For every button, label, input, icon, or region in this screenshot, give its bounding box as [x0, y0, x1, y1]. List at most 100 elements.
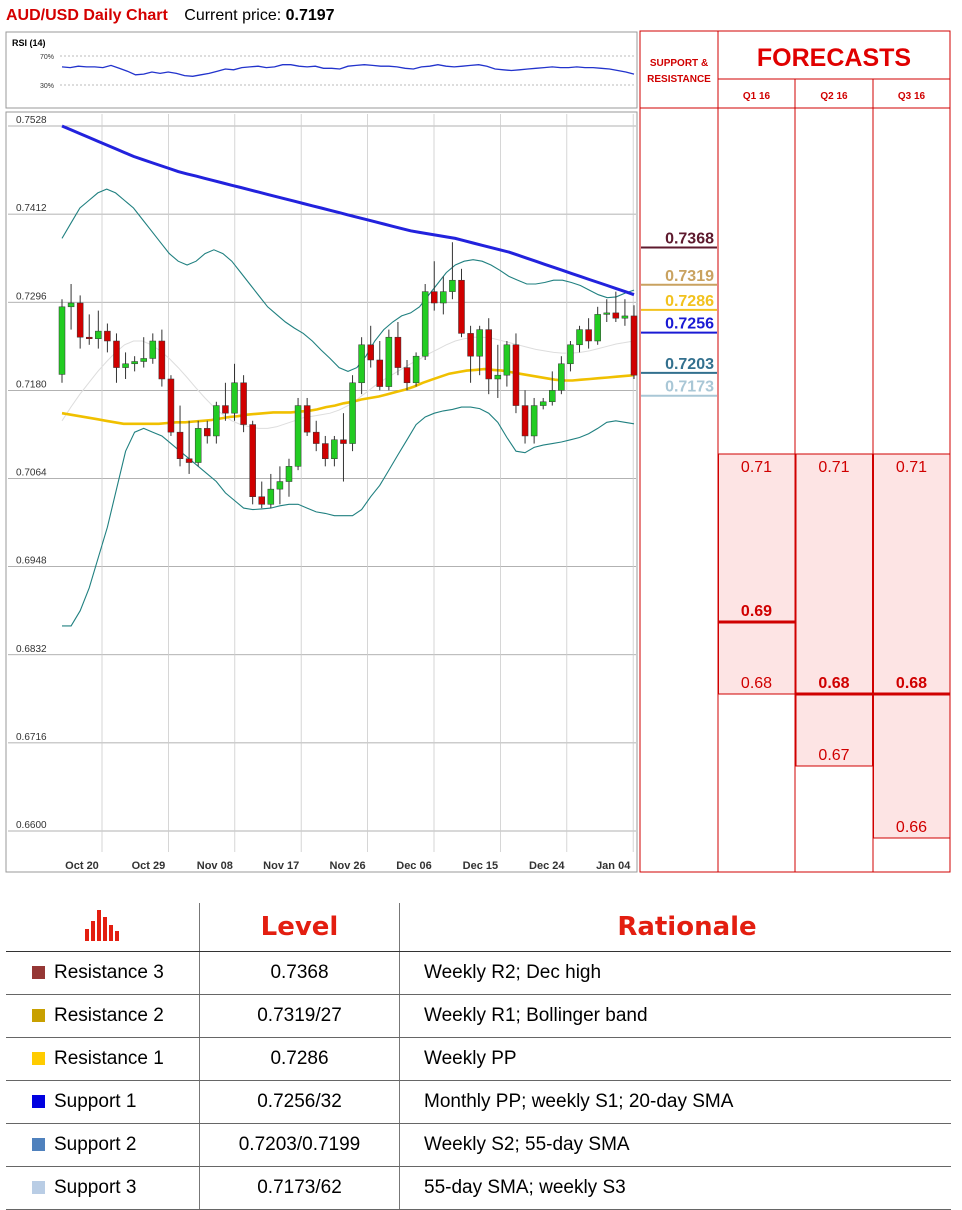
candle-down: [312, 431, 320, 444]
candle-up: [67, 302, 75, 308]
levels-table-row: Support 2 0.7203/0.7199 Weekly S2; 55-day …: [6, 1123, 951, 1167]
candle-up: [58, 306, 66, 375]
candle-down: [240, 382, 247, 425]
candle-up: [549, 390, 556, 403]
y-tick-label: 0.6832: [16, 644, 47, 655]
bollinger-mid-line: [61, 336, 635, 429]
level-value: 0.7286: [199, 1037, 400, 1081]
candle-down: [467, 333, 474, 357]
level-name-text: Resistance 3: [54, 962, 164, 983]
candle-up: [358, 344, 365, 384]
candle-up: [530, 405, 538, 437]
bollinger-lower-line: [62, 406, 635, 627]
level-name-text: Support 2: [54, 1134, 137, 1155]
forecast-range-box: [718, 453, 796, 695]
y-tick-label: 0.6716: [16, 732, 47, 743]
y-tick-label: 0.7412: [16, 203, 47, 214]
rsi-label: RSI (14): [12, 38, 46, 48]
sr-level-label: 0.7286: [665, 293, 714, 310]
level-rationale: Weekly R1; Bollinger band: [399, 994, 951, 1038]
candle-down: [322, 443, 329, 459]
level-color-swatch: [32, 1052, 45, 1065]
level-rationale: Weekly R2; Dec high: [399, 951, 951, 995]
forecast-median-label: 0.68: [896, 675, 927, 692]
candle-down: [485, 329, 492, 380]
candle-down: [104, 330, 111, 342]
chart-header: AUD/USD Daily Chart Current price: 0.719…: [6, 4, 335, 28]
candle-down: [367, 344, 374, 361]
candle-up: [539, 401, 547, 406]
y-tick-label: 0.6600: [16, 820, 47, 831]
level-color-swatch: [32, 966, 45, 979]
x-tick-label: Oct 20: [65, 860, 99, 872]
levels-table: Level Rationale Resistance 3 0.7368 Weekly…: [6, 903, 951, 1210]
level-value: 0.7319/27: [199, 994, 400, 1038]
levels-table-row: Support 3 0.7173/62 55-day SMA; weekly S3: [6, 1166, 951, 1210]
forecasts-title: FORECASTS: [757, 44, 911, 72]
chart-title: AUD/USD Daily Chart: [6, 7, 168, 24]
candle-down: [340, 439, 347, 444]
rsi-upper-label: 70%: [40, 54, 54, 61]
candle-down: [512, 344, 520, 406]
candle-down: [258, 496, 265, 505]
candle-up: [95, 330, 102, 339]
candle-up: [331, 439, 338, 459]
sr-level-label: 0.7203: [665, 356, 714, 373]
levels-table-row: Resistance 2 0.7319/27 Weekly R1; Bollinge…: [6, 994, 951, 1038]
x-tick-label: Oct 29: [132, 860, 166, 872]
candle-up: [149, 340, 157, 359]
levels-table-row: Resistance 1 0.7286 Weekly PP: [6, 1037, 951, 1081]
candle-down: [376, 359, 384, 387]
candle-up: [267, 488, 275, 505]
candle-up: [385, 336, 393, 387]
forecast-low-label: 0.66: [896, 819, 927, 836]
candle-up: [503, 344, 511, 376]
candle-up: [421, 291, 429, 357]
sr-level-label: 0.7173: [665, 379, 714, 396]
candle-down: [612, 312, 620, 319]
sr-level-label: 0.7256: [665, 316, 714, 333]
candle-down: [85, 336, 93, 339]
forecast-median-label: 0.69: [741, 603, 772, 620]
x-tick-label: Dec 06: [396, 860, 431, 872]
candle-up: [131, 361, 138, 365]
candle-down: [222, 405, 229, 414]
candle-down: [521, 405, 529, 437]
x-tick-label: Nov 08: [197, 860, 233, 872]
candle-up: [440, 291, 447, 304]
level-name: Resistance 3: [6, 951, 200, 995]
level-rationale: Weekly PP: [399, 1037, 951, 1081]
forecast-range-box: [795, 453, 873, 767]
candle-up: [603, 312, 611, 315]
chart-logo-icon: [6, 903, 200, 952]
level-name-text: Support 1: [54, 1091, 137, 1112]
sma-long-line: [61, 124, 635, 297]
forecast-median-label: 0.68: [818, 675, 849, 692]
y-tick-label: 0.7064: [16, 468, 47, 479]
y-tick-label: 0.7528: [16, 115, 47, 126]
x-tick-label: Nov 17: [263, 860, 299, 872]
forecast-low-label: 0.67: [818, 747, 849, 764]
candle-up: [213, 405, 220, 437]
level-color-swatch: [32, 1138, 45, 1151]
level-value: 0.7203/0.7199: [199, 1123, 400, 1167]
sr-header-line1: SUPPORT &: [650, 58, 708, 69]
rationale-column-header: Rationale: [399, 903, 951, 952]
candle-down: [176, 431, 184, 459]
candle-up: [567, 344, 574, 365]
x-tick-label: Dec 24: [529, 860, 565, 872]
candle-up: [576, 329, 583, 346]
bollinger-upper-line: [61, 188, 635, 372]
sr-level-label: 0.7319: [665, 268, 714, 285]
level-name: Support 1: [6, 1080, 200, 1124]
forecast-column-header: Q3 16: [898, 91, 926, 102]
forecast-column-header: Q2 16: [820, 91, 848, 102]
forecast-column-header: Q1 16: [743, 91, 771, 102]
forecast-high-label: 0.71: [818, 459, 849, 476]
sr-level-label: 0.7368: [665, 231, 714, 248]
level-name: Support 3: [6, 1166, 200, 1210]
forecast-range-box: [873, 453, 951, 839]
candle-up: [294, 405, 302, 467]
y-tick-label: 0.6948: [16, 556, 47, 567]
candle-down: [394, 336, 402, 368]
